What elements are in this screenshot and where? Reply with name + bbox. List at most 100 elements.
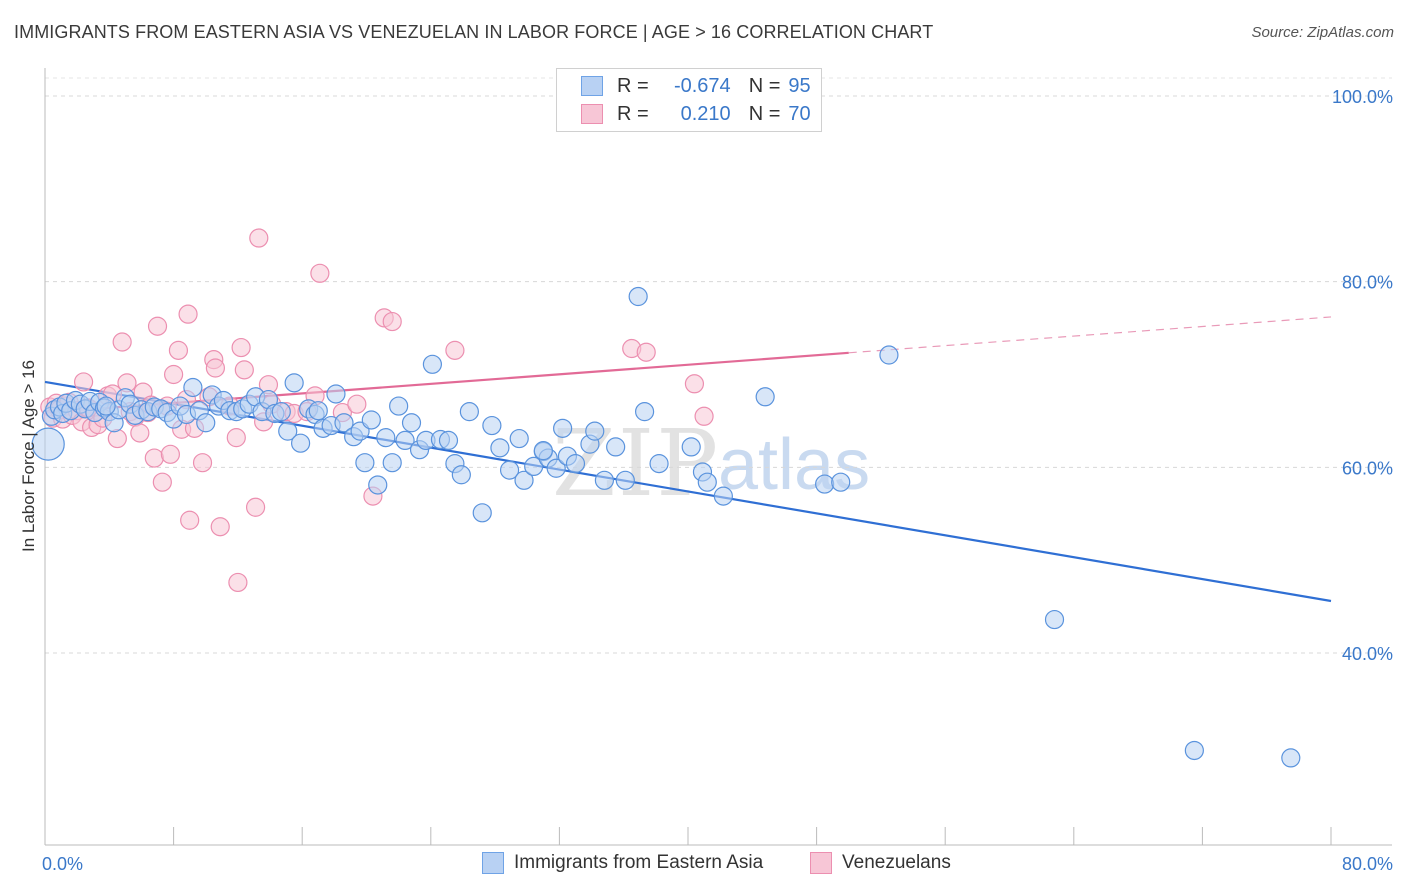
data-point-venezuelans <box>160 444 180 464</box>
trend-lines <box>44 316 1332 603</box>
data-point-eastern-asia <box>606 437 626 457</box>
data-point-eastern-asia <box>196 413 216 433</box>
data-point-eastern-asia <box>514 470 534 490</box>
data-point-venezuelans <box>144 448 164 468</box>
data-point-eastern-asia <box>482 415 502 436</box>
data-point-venezuelans <box>226 428 246 448</box>
data-point-venezuelans <box>73 372 94 392</box>
data-point-eastern-asia <box>585 421 605 441</box>
data-point-eastern-asia <box>278 421 298 441</box>
data-point-venezuelans <box>210 517 230 537</box>
data-point-venezuelans <box>168 340 189 360</box>
data-point-venezuelans <box>636 342 656 362</box>
legend-n-label: N = <box>748 102 781 125</box>
data-point-venezuelans <box>130 423 150 443</box>
data-point-eastern-asia <box>681 437 701 457</box>
data-point-eastern-asia <box>697 472 717 492</box>
data-point-venezuelans <box>112 332 132 352</box>
data-point-eastern-asia <box>376 428 396 448</box>
data-point-venezuelans <box>152 472 172 492</box>
chart-title: IMMIGRANTS FROM EASTERN ASIA VS VENEZUEL… <box>14 22 934 42</box>
data-point-venezuelans <box>382 311 402 332</box>
source-credit: Source: ZipAtlas.com <box>1251 24 1394 41</box>
data-points <box>31 228 1301 768</box>
legend-n-value: 95 <box>788 74 811 97</box>
data-point-venezuelans <box>178 304 198 324</box>
trend-line-venezuelans-extension <box>848 316 1332 354</box>
legend-r-label: R = <box>617 102 649 125</box>
data-point-venezuelans <box>694 406 714 426</box>
data-point-eastern-asia <box>382 453 402 473</box>
data-point-eastern-asia <box>499 460 520 480</box>
data-point-venezuelans <box>107 428 127 449</box>
data-point-eastern-asia <box>284 373 304 393</box>
data-point-eastern-asia <box>401 413 422 433</box>
data-point-eastern-asia <box>290 433 311 453</box>
data-point-eastern-asia <box>308 401 328 421</box>
data-point-venezuelans <box>164 364 184 385</box>
x-tick-label: 0.0% <box>42 854 83 874</box>
data-point-venezuelans <box>192 453 213 473</box>
data-point-venezuelans <box>147 316 168 336</box>
axes <box>44 68 1392 846</box>
data-point-eastern-asia <box>565 454 586 474</box>
data-point-eastern-asia <box>31 427 65 461</box>
y-tick-label: 100.0% <box>1332 87 1393 107</box>
x-tick-label: 80.0% <box>1342 854 1393 874</box>
data-point-eastern-asia <box>1044 609 1065 630</box>
legend-swatch-pink <box>581 104 603 124</box>
data-point-venezuelans <box>310 263 330 283</box>
data-point-eastern-asia <box>395 430 415 451</box>
data-point-eastern-asia <box>271 402 291 422</box>
data-point-venezuelans <box>347 394 367 414</box>
data-point-eastern-asia <box>524 456 544 477</box>
data-point-eastern-asia <box>389 396 409 416</box>
data-point-venezuelans <box>228 572 248 593</box>
data-point-eastern-asia <box>1184 740 1204 761</box>
data-point-eastern-asia <box>879 345 899 365</box>
legend-item-venezuelans[interactable]: Venezuelans <box>810 852 951 874</box>
data-point-eastern-asia <box>628 286 648 307</box>
data-point-eastern-asia <box>509 428 529 449</box>
data-point-venezuelans <box>180 510 200 530</box>
data-point-eastern-asia <box>713 486 733 506</box>
watermark-atlas: atlas <box>718 425 871 505</box>
data-point-eastern-asia <box>546 458 566 478</box>
data-point-eastern-asia <box>831 472 851 492</box>
data-point-venezuelans <box>249 228 269 248</box>
tick-labels: 40.0% 60.0% 80.0% 100.0% 0.0% 80.0% <box>42 87 1393 874</box>
data-point-eastern-asia <box>615 470 635 490</box>
legend-row-eastern-asia: R = -0.674 N = 95 <box>581 73 811 99</box>
data-point-venezuelans <box>245 497 266 517</box>
y-tick-label: 80.0% <box>1342 273 1393 293</box>
data-point-eastern-asia <box>649 454 669 474</box>
data-point-eastern-asia <box>533 441 553 461</box>
data-point-eastern-asia <box>183 377 203 398</box>
y-tick-label: 40.0% <box>1342 644 1393 664</box>
data-point-venezuelans <box>205 358 225 378</box>
data-point-venezuelans <box>234 360 254 380</box>
series-legend: Immigrants from Eastern Asia Venezuelans <box>0 852 1406 878</box>
data-point-eastern-asia <box>326 384 346 404</box>
data-point-eastern-asia <box>438 430 459 451</box>
legend-swatch-pink <box>810 852 832 874</box>
data-point-venezuelans <box>445 340 465 360</box>
legend-label: Venezuelans <box>842 852 951 873</box>
data-point-eastern-asia <box>490 438 510 458</box>
legend-item-eastern-asia[interactable]: Immigrants from Eastern Asia <box>482 852 763 874</box>
data-point-eastern-asia <box>422 354 443 374</box>
data-point-eastern-asia <box>815 474 835 494</box>
legend-r-label: R = <box>617 74 649 97</box>
y-axis-label: In Labor Force | Age > 16 <box>19 360 38 552</box>
data-point-eastern-asia <box>459 402 479 422</box>
legend-row-venezuelans: R = 0.210 N = 70 <box>581 101 811 127</box>
data-point-eastern-asia <box>634 402 655 422</box>
data-point-venezuelans <box>231 337 251 358</box>
data-point-eastern-asia <box>368 475 388 495</box>
legend-n-label: N = <box>748 74 781 97</box>
data-point-venezuelans <box>684 374 705 394</box>
data-point-eastern-asia <box>594 470 615 490</box>
y-tick-label: 60.0% <box>1342 458 1393 478</box>
legend-r-value: 0.210 <box>680 102 731 125</box>
legend-label: Immigrants from Eastern Asia <box>514 852 764 873</box>
